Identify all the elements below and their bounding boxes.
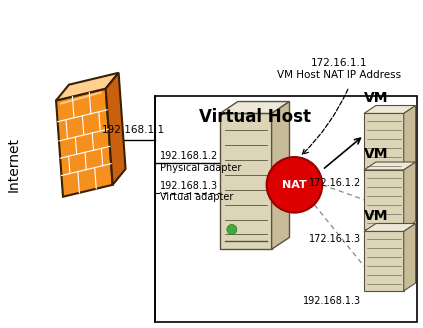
Polygon shape (404, 106, 416, 173)
Text: Virtual Host: Virtual Host (199, 108, 310, 126)
Polygon shape (220, 113, 272, 249)
Text: NAT: NAT (282, 180, 307, 190)
Polygon shape (404, 223, 416, 291)
Text: Internet: Internet (6, 137, 20, 193)
Circle shape (227, 224, 237, 235)
Polygon shape (364, 106, 416, 113)
Text: 192.168.1.1: 192.168.1.1 (102, 125, 165, 135)
Text: 172.16.1.1
VM Host NAT IP Address: 172.16.1.1 VM Host NAT IP Address (277, 58, 401, 80)
Polygon shape (106, 73, 126, 185)
Text: 192.168.1.3: 192.168.1.3 (303, 296, 361, 306)
Polygon shape (404, 162, 416, 230)
Polygon shape (364, 170, 404, 230)
Polygon shape (56, 73, 118, 101)
Polygon shape (364, 162, 416, 170)
Polygon shape (364, 223, 416, 232)
Polygon shape (155, 95, 417, 322)
Polygon shape (56, 89, 113, 197)
Text: 172.16.1.2: 172.16.1.2 (309, 178, 361, 188)
Text: 192.168.1.3
Virtual adapter: 192.168.1.3 Virtual adapter (160, 181, 234, 202)
Text: 192.168.1.2
Physical adapter: 192.168.1.2 Physical adapter (160, 151, 242, 173)
Polygon shape (364, 232, 404, 291)
Polygon shape (220, 102, 289, 113)
Circle shape (266, 157, 322, 213)
Polygon shape (272, 102, 289, 249)
Text: 172.16.1.3: 172.16.1.3 (309, 235, 361, 244)
Text: VM: VM (364, 147, 388, 161)
Polygon shape (364, 113, 404, 173)
Text: VM: VM (364, 91, 388, 105)
Text: VM: VM (364, 209, 388, 223)
